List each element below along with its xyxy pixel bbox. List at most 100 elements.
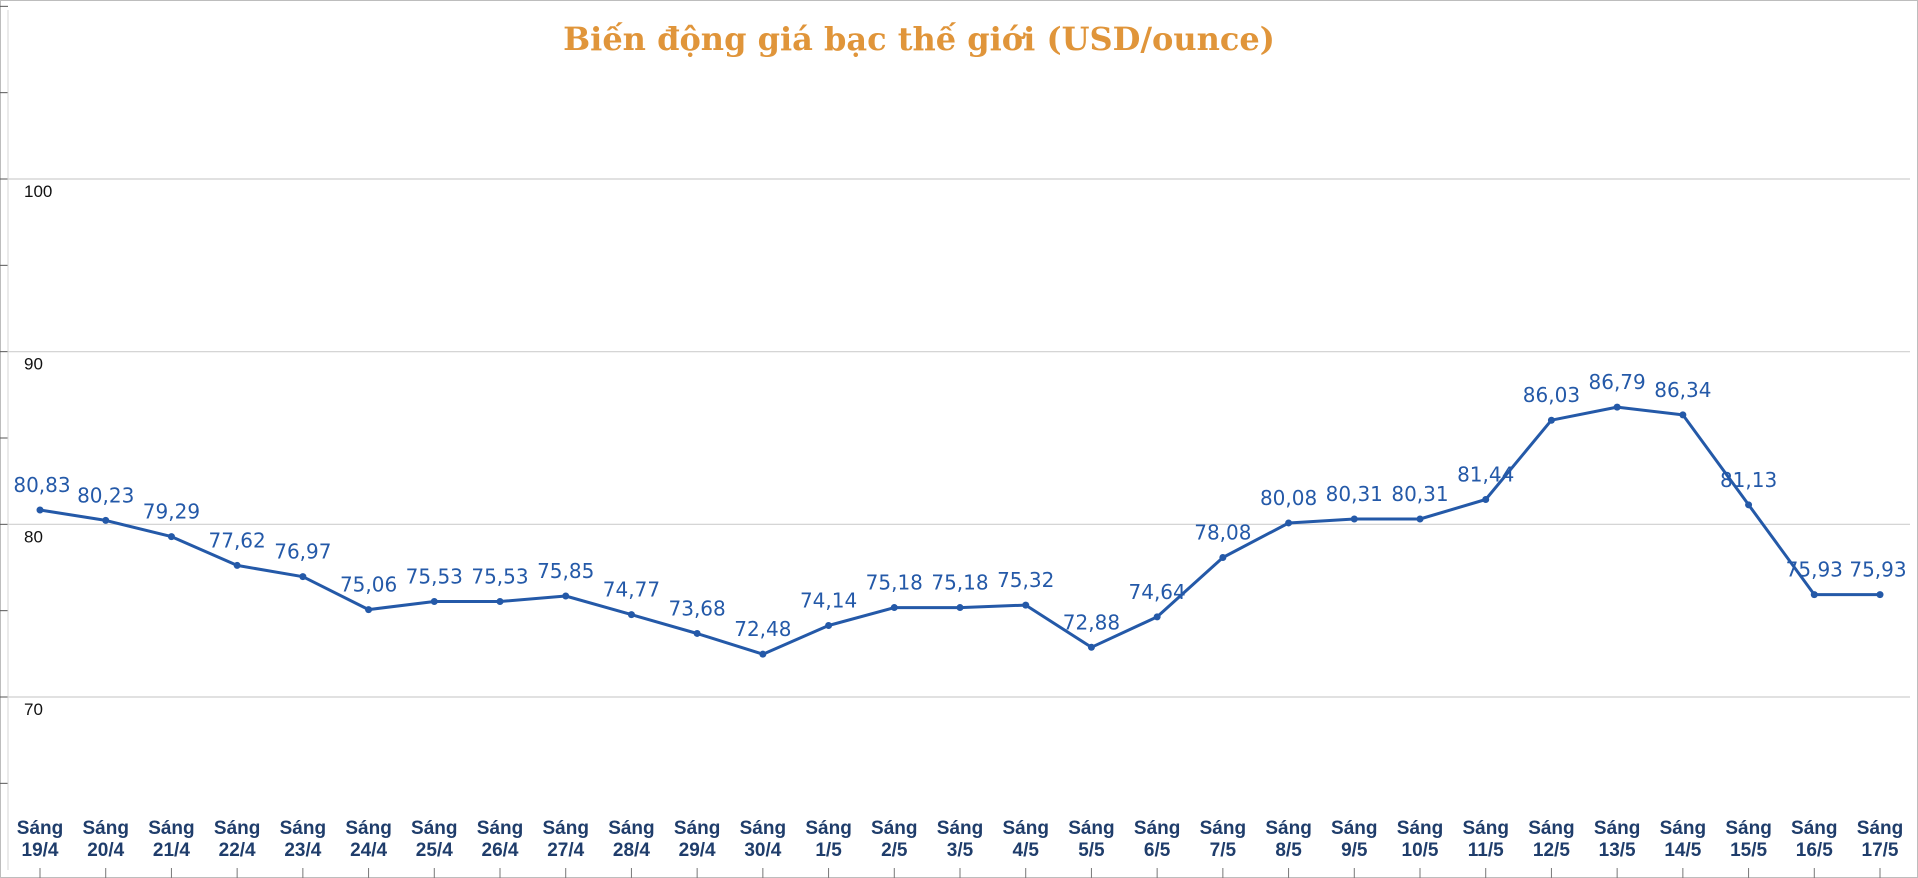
data-label: 86,03 — [1523, 383, 1580, 407]
data-label: 73,68 — [669, 596, 726, 620]
data-label: 75,85 — [537, 559, 594, 583]
data-point — [627, 611, 635, 619]
data-point — [1416, 515, 1424, 523]
x-tick-label-line1: Sáng — [477, 818, 523, 839]
y-tick-label: 100 — [24, 182, 52, 201]
x-tick-label-line1: Sáng — [608, 818, 654, 839]
data-point — [36, 506, 44, 514]
x-tick-label-line2: 14/5 — [1664, 840, 1701, 861]
x-tick-label-line2: 13/5 — [1599, 840, 1636, 861]
x-tick-label-line2: 25/4 — [416, 840, 453, 861]
x-tick-label-line2: 21/4 — [153, 840, 190, 861]
x-tick-label-line1: Sáng — [1660, 818, 1706, 839]
data-label: 72,48 — [734, 617, 791, 641]
data-label: 72,88 — [1063, 610, 1120, 634]
data-label: 79,29 — [143, 500, 200, 524]
x-tick-label-line1: Sáng — [1791, 818, 1837, 839]
x-tick-label-line1: Sáng — [17, 818, 63, 839]
x-tick-label-line2: 22/4 — [219, 840, 256, 861]
x-tick-label-line1: Sáng — [871, 818, 917, 839]
x-tick-label-line2: 15/5 — [1730, 840, 1767, 861]
x-axis-ticks: Sáng19/4Sáng20/4Sáng21/4Sáng22/4Sáng23/4… — [17, 818, 1903, 878]
data-point — [1613, 403, 1621, 411]
y-axis-ticks: 70 80 90 100 — [24, 182, 52, 719]
x-tick-label-line1: Sáng — [411, 818, 457, 839]
x-tick-label-line1: Sáng — [82, 818, 128, 839]
x-tick-label-line1: Sáng — [1134, 818, 1180, 839]
x-tick-label-line2: 17/5 — [1862, 840, 1899, 861]
x-tick-label-line2: 28/4 — [613, 840, 650, 861]
data-label: 74,77 — [603, 578, 660, 602]
data-label: 77,62 — [209, 528, 266, 552]
data-label: 80,08 — [1260, 486, 1317, 510]
data-label: 75,18 — [931, 571, 988, 595]
data-point — [1876, 591, 1884, 599]
chart-title: Biến động giá bạc thế giới (USD/ounce) — [563, 20, 1275, 58]
data-point — [759, 650, 767, 658]
x-tick-label-line2: 11/5 — [1468, 840, 1504, 861]
data-point — [102, 516, 110, 524]
data-label: 81,13 — [1720, 468, 1777, 492]
data-point — [365, 606, 373, 614]
data-label: 76,97 — [274, 540, 331, 564]
data-point — [1547, 416, 1555, 424]
x-tick-label-line2: 8/5 — [1275, 840, 1302, 861]
x-tick-label-line1: Sáng — [1725, 818, 1771, 839]
data-point — [1153, 613, 1161, 621]
x-tick-label-line2: 2/5 — [881, 840, 908, 861]
x-tick-label-line1: Sáng — [1594, 818, 1640, 839]
data-point — [299, 573, 307, 581]
grid-lines — [0, 5, 1910, 870]
x-tick-label-line2: 12/5 — [1533, 840, 1570, 861]
x-tick-label-line1: Sáng — [542, 818, 588, 839]
data-point — [1482, 495, 1490, 503]
x-tick-label-line2: 1/5 — [815, 840, 842, 861]
data-point — [1745, 501, 1753, 509]
x-tick-label-line1: Sáng — [1200, 818, 1246, 839]
x-tick-label-line2: 29/4 — [679, 840, 716, 861]
x-tick-label-line1: Sáng — [280, 818, 326, 839]
data-label: 75,32 — [997, 568, 1054, 592]
x-tick-label-line2: 23/4 — [284, 840, 321, 861]
x-tick-label-line2: 26/4 — [482, 840, 519, 861]
data-label: 74,64 — [1129, 580, 1186, 604]
x-tick-label-line2: 16/5 — [1796, 840, 1833, 861]
data-point — [956, 604, 964, 612]
data-label: 75,06 — [340, 573, 397, 597]
x-tick-label-line2: 4/5 — [1013, 840, 1040, 861]
data-point — [693, 629, 701, 637]
y-tick-label: 70 — [24, 700, 43, 719]
x-tick-label-line2: 7/5 — [1210, 840, 1237, 861]
x-tick-label-line1: Sáng — [1397, 818, 1443, 839]
x-tick-label-line1: Sáng — [1857, 818, 1903, 839]
x-tick-label-line1: Sáng — [1331, 818, 1377, 839]
y-tick-label: 80 — [24, 527, 43, 546]
x-tick-label-line2: 27/4 — [547, 840, 584, 861]
x-tick-label-line1: Sáng — [1528, 818, 1574, 839]
data-label: 75,93 — [1786, 558, 1843, 582]
data-label: 80,31 — [1391, 482, 1448, 506]
data-label: 74,14 — [800, 589, 857, 613]
x-tick-label-line1: Sáng — [1002, 818, 1048, 839]
data-label: 75,53 — [471, 565, 528, 589]
x-tick-label-line2: 3/5 — [947, 840, 974, 861]
x-tick-label-line2: 30/4 — [744, 840, 781, 861]
x-tick-label-line1: Sáng — [674, 818, 720, 839]
x-tick-label-line1: Sáng — [937, 818, 983, 839]
x-tick-label-line1: Sáng — [740, 818, 786, 839]
x-tick-label-line2: 9/5 — [1341, 840, 1368, 861]
data-label: 80,23 — [77, 483, 134, 507]
y-tick-label: 90 — [24, 355, 43, 374]
data-label: 78,08 — [1194, 520, 1251, 544]
data-point — [890, 604, 898, 612]
x-tick-label-line1: Sáng — [214, 818, 260, 839]
data-label: 75,93 — [1849, 558, 1906, 582]
x-tick-label-line1: Sáng — [805, 818, 851, 839]
data-point — [1810, 591, 1818, 599]
data-point — [430, 598, 438, 606]
data-point — [825, 622, 833, 630]
x-tick-label-line1: Sáng — [148, 818, 194, 839]
data-label: 86,34 — [1654, 378, 1711, 402]
